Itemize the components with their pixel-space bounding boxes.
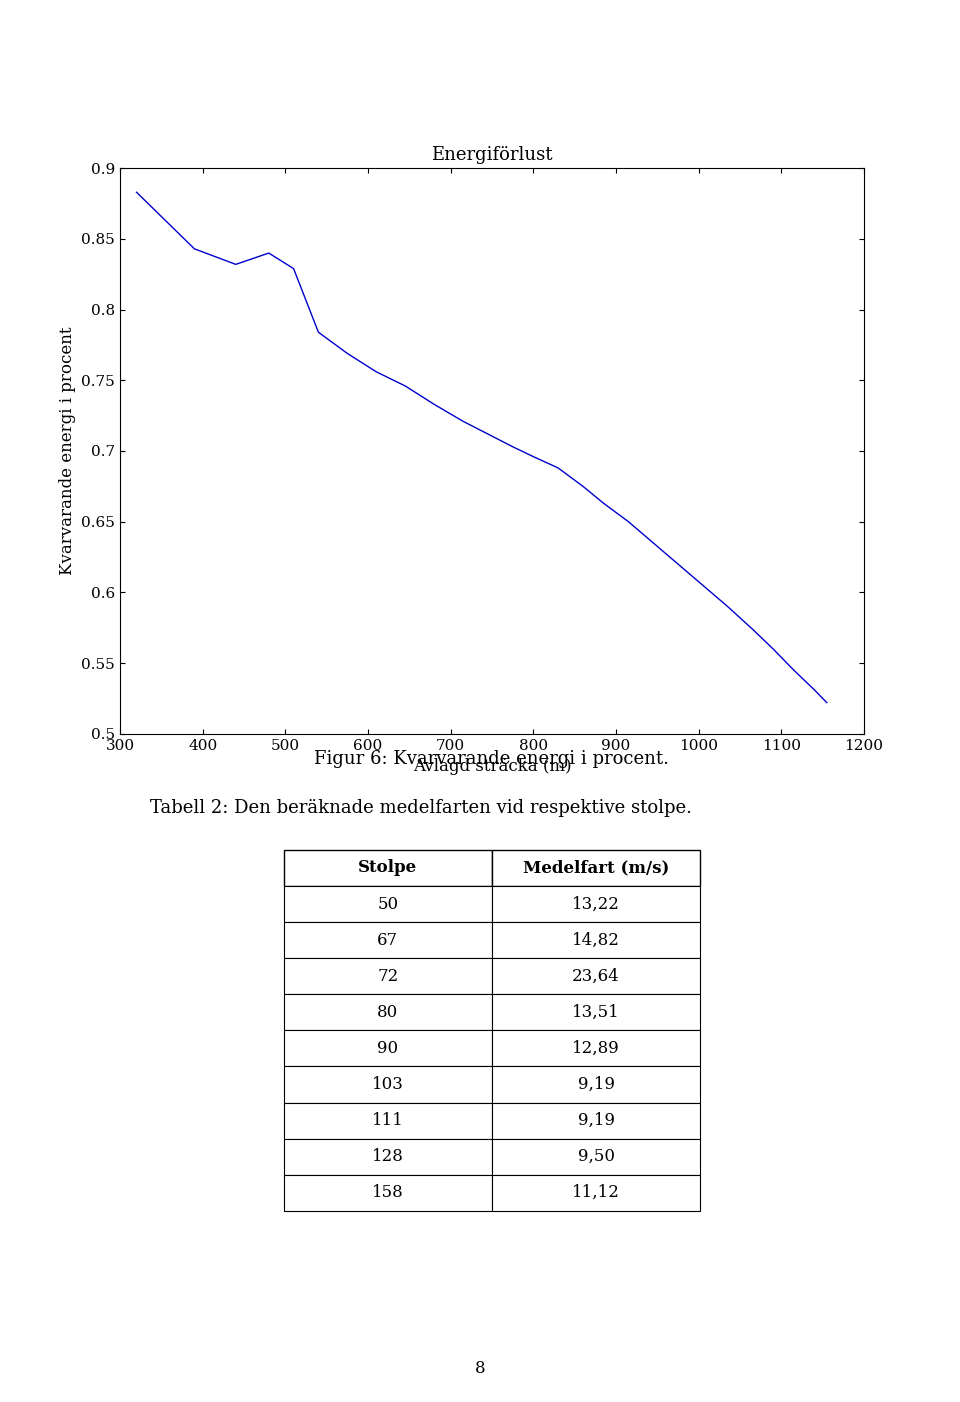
Y-axis label: Kvarvarande energi i procent: Kvarvarande energi i procent [59, 327, 76, 575]
Text: Figur 6: Kvarvarande energi i procent.: Figur 6: Kvarvarande energi i procent. [315, 750, 669, 768]
X-axis label: Avlagd sträcka (m): Avlagd sträcka (m) [413, 758, 571, 775]
Title: Energiförlust: Energiförlust [431, 146, 553, 164]
Text: Tabell 2: Den beräknade medelfarten vid respektive stolpe.: Tabell 2: Den beräknade medelfarten vid … [150, 799, 692, 817]
Text: 8: 8 [474, 1360, 486, 1377]
